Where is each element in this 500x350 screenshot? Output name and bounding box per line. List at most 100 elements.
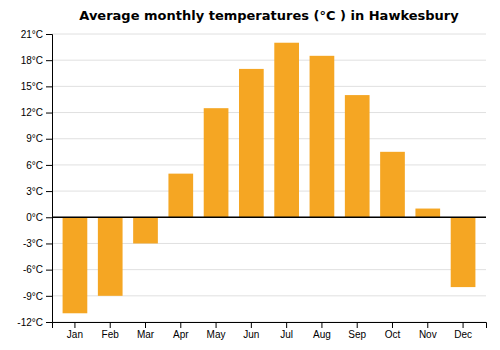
tick: 18°C <box>21 55 52 66</box>
tick-label: 6°C <box>26 160 43 171</box>
tick: Jul <box>280 322 293 340</box>
tick-mark <box>46 296 52 297</box>
tick-label: Mar <box>137 329 155 340</box>
tick-label: 9°C <box>26 133 43 144</box>
tick-mark <box>110 322 111 328</box>
grid <box>52 34 486 322</box>
bar <box>345 95 370 217</box>
grid-line <box>52 34 486 35</box>
title: Average monthly temperatures (°C ) in Ha… <box>79 8 459 23</box>
tick: -12°C <box>17 317 52 328</box>
axis-line <box>53 323 487 329</box>
tick-label: Sep <box>348 329 366 340</box>
tick-label: May <box>207 329 226 340</box>
tick: Mar <box>137 322 155 340</box>
tick: 9°C <box>26 133 52 144</box>
tick: 21°C <box>21 29 52 40</box>
chart: -12°C -9°C -6°C -3°C 0°C 3°C 6°C 9°C 12°C 15°C 18°… <box>0 0 500 350</box>
tick: May <box>207 322 226 340</box>
tick-mark <box>321 322 322 328</box>
tick-label: -6°C <box>23 264 43 275</box>
tick-label: Apr <box>173 329 189 340</box>
tick-mark <box>46 86 52 87</box>
bar <box>133 217 158 243</box>
tick-label: 15°C <box>21 81 43 92</box>
tick-mark <box>251 322 252 328</box>
tick: Apr <box>173 322 189 340</box>
tick: -9°C <box>23 291 52 302</box>
grid-line <box>52 86 486 87</box>
tick: Feb <box>102 322 120 340</box>
tick-mark <box>145 322 146 328</box>
tick: 15°C <box>21 81 52 92</box>
tick-mark <box>216 322 217 328</box>
bar <box>451 217 476 287</box>
bar <box>204 108 229 217</box>
tick-mark <box>46 243 52 244</box>
tick-label: 18°C <box>21 55 43 66</box>
grid-line <box>52 60 486 61</box>
tick-mark <box>46 139 52 140</box>
tick-mark <box>180 322 181 328</box>
tick-label: Aug <box>313 329 331 340</box>
tick: 12°C <box>21 107 52 118</box>
tick-mark <box>286 322 287 328</box>
tick-label: Jul <box>280 329 293 340</box>
tick: 6°C <box>26 160 52 171</box>
tick-mark <box>463 322 464 328</box>
tick: 3°C <box>26 186 52 197</box>
y-axis: -12°C -9°C -6°C -3°C 0°C 3°C 6°C 9°C 12°C 15°C 18°… <box>17 29 52 328</box>
tick: -6°C <box>23 264 52 275</box>
grid-line <box>52 191 486 192</box>
tick-label: Jun <box>243 329 259 340</box>
bar <box>380 152 405 217</box>
bar <box>310 56 335 217</box>
bar <box>98 217 123 296</box>
zero-line <box>52 217 486 219</box>
bars <box>63 43 476 314</box>
tick-label: 21°C <box>21 29 43 40</box>
tick-mark <box>74 322 75 328</box>
tick: Aug <box>313 322 331 340</box>
tick-label: -9°C <box>23 291 43 302</box>
tick-mark <box>46 217 52 218</box>
tick: Sep <box>348 322 366 340</box>
tick: -3°C <box>23 238 52 249</box>
tick-label: Jan <box>67 329 83 340</box>
tick-label: Dec <box>454 329 472 340</box>
tick-mark <box>46 113 52 114</box>
tick-label: 0°C <box>26 212 43 223</box>
tick-label: 3°C <box>26 186 43 197</box>
grid-line <box>52 138 486 139</box>
bar <box>63 217 88 313</box>
tick-label: Oct <box>385 329 401 340</box>
tick-mark <box>46 270 52 271</box>
tick-label: -12°C <box>17 317 43 328</box>
bar <box>239 69 264 217</box>
plot: -12°C -9°C -6°C -3°C 0°C 3°C 6°C 9°C 12°C 15°C 18°… <box>17 29 486 340</box>
tick-mark <box>46 34 52 35</box>
tick: Oct <box>385 322 401 340</box>
tick: Nov <box>419 322 437 340</box>
tick-label: 12°C <box>21 107 43 118</box>
tick: Jan <box>67 322 83 340</box>
tick-label: Nov <box>419 329 437 340</box>
tick: Dec <box>454 322 472 340</box>
tick-mark <box>46 191 52 192</box>
tick-mark <box>357 322 358 328</box>
bar <box>274 43 299 218</box>
tick-mark <box>46 60 52 61</box>
bar <box>415 209 440 218</box>
tick-mark <box>46 165 52 166</box>
tick-mark <box>392 322 393 328</box>
tick-label: -3°C <box>23 238 43 249</box>
grid-line <box>52 112 486 113</box>
axis-line <box>46 35 53 323</box>
grid-line <box>52 164 486 165</box>
x-axis: Jan Feb Mar Apr May Jun Jul Aug Sep Oct Nov Dec <box>53 322 487 340</box>
grid-line <box>52 217 486 218</box>
tick: Jun <box>243 322 259 340</box>
tick: 0°C <box>26 212 52 223</box>
tick-label: Feb <box>102 329 120 340</box>
tick-mark <box>427 322 428 328</box>
